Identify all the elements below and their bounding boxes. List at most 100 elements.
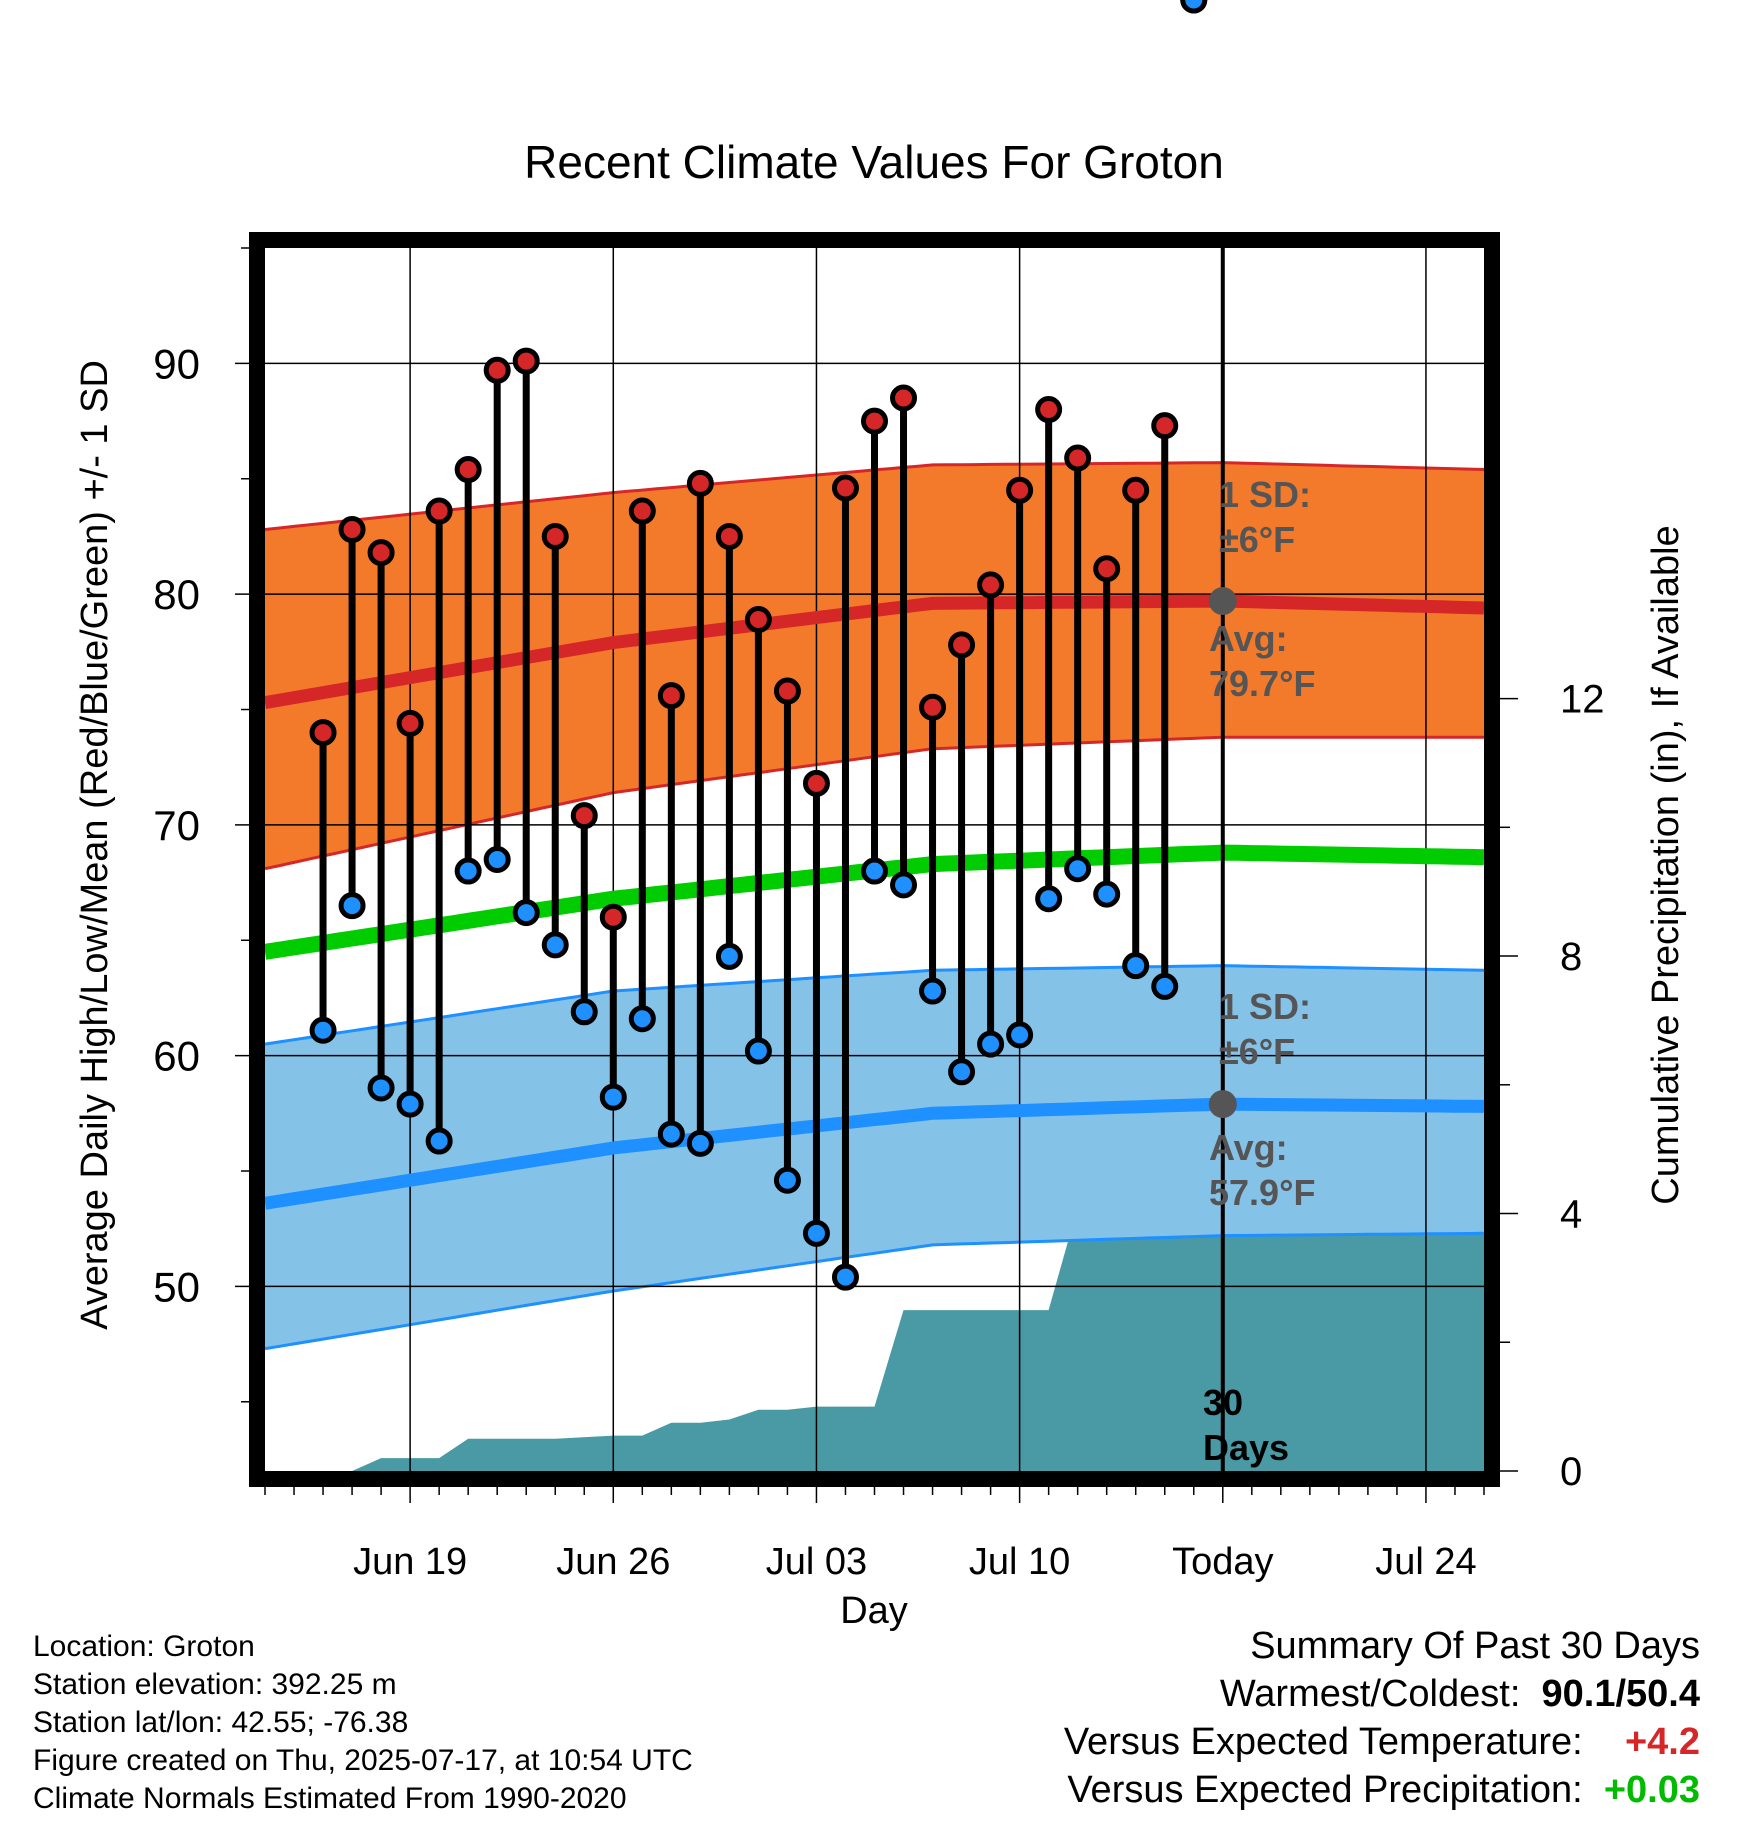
daily-high-point [831, 474, 859, 502]
daily-high-point [1151, 412, 1179, 440]
daily-low-point [309, 1016, 337, 1044]
daily-high-point [977, 571, 1005, 599]
low-avg-line [265, 1097, 1484, 1210]
daily-high-point [948, 631, 976, 659]
low-band-lower [265, 1231, 1484, 1351]
daily-low-point [1180, 0, 1208, 14]
precip-value: +0.03 [1603, 1769, 1700, 1811]
summary-warm-cold: Warmest/Coldest: 90.1/50.4 [1064, 1670, 1700, 1718]
high-sd-label: 1 SD: [1219, 474, 1311, 515]
y-tick-label: 90 [153, 340, 200, 387]
daily-low-point [802, 1219, 830, 1247]
daily-high-point [861, 407, 888, 435]
daily-low-point [1064, 855, 1092, 883]
chart-title: Recent Climate Values For Groton [524, 136, 1224, 188]
x-axis-label: Day [840, 1590, 908, 1632]
x-tick-label: Jul 03 [766, 1541, 867, 1583]
summary-precip: Versus Expected Precipitation: +0.03 [1064, 1766, 1700, 1814]
info-normals: Climate Normals Estimated From 1990-2020 [33, 1782, 627, 1815]
daily-high-point [919, 693, 947, 721]
daily-high-point [1064, 444, 1092, 472]
daily-high-point [773, 677, 801, 705]
daily-low-point [861, 857, 888, 885]
x-tick-label: Jul 24 [1375, 1541, 1476, 1583]
y2-tick-label: 4 [1560, 1193, 1582, 1237]
x-tick-label: Jun 26 [556, 1541, 670, 1583]
daily-high-point [1093, 555, 1121, 583]
info-elevation: Station elevation: 392.25 m [33, 1668, 397, 1701]
y-tick-label: 60 [153, 1033, 200, 1080]
daily-high-point [1122, 476, 1150, 504]
precip-area [265, 1203, 1484, 1471]
daily-high-point [541, 522, 569, 550]
daily-high-point [367, 539, 395, 567]
daily-low-point [890, 871, 918, 899]
info-latlon: Station lat/lon: 42.55; -76.38 [33, 1706, 409, 1739]
low-band [265, 965, 1484, 1349]
daily-low-point [628, 1005, 656, 1033]
daily-low-point [831, 1263, 859, 1291]
daily-low-point [1093, 880, 1121, 908]
y2-tick-label: 0 [1560, 1450, 1582, 1494]
daily-low-point [454, 857, 482, 885]
low-sd-label: 1 SD: [1219, 986, 1311, 1027]
daily-high-point [1035, 396, 1063, 424]
daily-low-point [773, 1166, 801, 1194]
daily-high-point [802, 769, 830, 797]
summary-temp: Versus Expected Temperature: +4.2 [1064, 1718, 1700, 1766]
summary-panel: Summary Of Past 30 Days Warmest/Coldest:… [1064, 1622, 1700, 1814]
today-low-avg-marker [1208, 1090, 1237, 1119]
daily-low-point [599, 1083, 627, 1111]
y2-tick-label: 12 [1560, 678, 1605, 722]
daily-high-point [890, 384, 918, 412]
daily-high-point [454, 456, 482, 484]
daily-low-point [1006, 1021, 1034, 1049]
summary-title: Summary Of Past 30 Days [1250, 1625, 1700, 1667]
high-avg-value: 79.7°F [1209, 663, 1315, 704]
warm-cold-label: Warmest/Coldest: [1219, 1673, 1521, 1715]
days-label-number: 30 [1203, 1382, 1243, 1423]
x-tick-label: Jul 10 [969, 1541, 1070, 1583]
daily-high-point [512, 347, 540, 375]
daily-low-point [919, 977, 947, 1005]
daily-high-point [744, 606, 772, 634]
daily-high-point [483, 356, 511, 384]
low-band-upper [265, 964, 1484, 1046]
daily-low-point [977, 1030, 1005, 1058]
today-high-avg-marker [1208, 587, 1237, 616]
low-sd-value: ±6°F [1219, 1031, 1295, 1072]
temp-label: Versus Expected Temperature: [1063, 1721, 1583, 1763]
daily-high-point [1006, 476, 1034, 504]
daily-low-point [1151, 972, 1179, 1000]
temp-value: +4.2 [1624, 1721, 1700, 1763]
daily-high-point [599, 903, 627, 931]
y-tick-label: 50 [153, 1263, 200, 1310]
daily-high-point [686, 469, 714, 497]
plot-frame [249, 232, 1500, 1487]
info-created: Figure created on Thu, 2025-07-17, at 10… [33, 1744, 693, 1777]
daily-high-point [338, 516, 366, 544]
daily-high-point [425, 497, 453, 525]
daily-low-point [541, 931, 569, 959]
daily-low-point [570, 998, 598, 1026]
daily-low-point [1122, 952, 1150, 980]
daily-low-point [744, 1037, 772, 1065]
daily-low-point [425, 1127, 453, 1155]
high-avg-label: Avg: [1209, 618, 1288, 659]
daily-high-point [309, 719, 337, 747]
low-avg-label: Avg: [1209, 1127, 1288, 1168]
daily-low-point [338, 892, 366, 920]
y-axis-label: Average Daily High/Low/Mean (Red/Blue/Gr… [74, 360, 116, 1330]
x-tick-label: Today [1172, 1541, 1273, 1583]
x-tick-label: Jun 19 [353, 1541, 467, 1583]
low-avg-value: 57.9°F [1209, 1172, 1315, 1213]
daily-low-point [948, 1058, 976, 1086]
precip-label: Versus Expected Precipitation: [1067, 1769, 1583, 1811]
daily-high-point [628, 497, 656, 525]
high-sd-value: ±6°F [1219, 519, 1295, 560]
y-tick-label: 70 [153, 802, 200, 849]
daily-low-point [657, 1120, 685, 1148]
daily-high-point [396, 709, 424, 737]
y2-tick-label: 8 [1560, 935, 1582, 979]
